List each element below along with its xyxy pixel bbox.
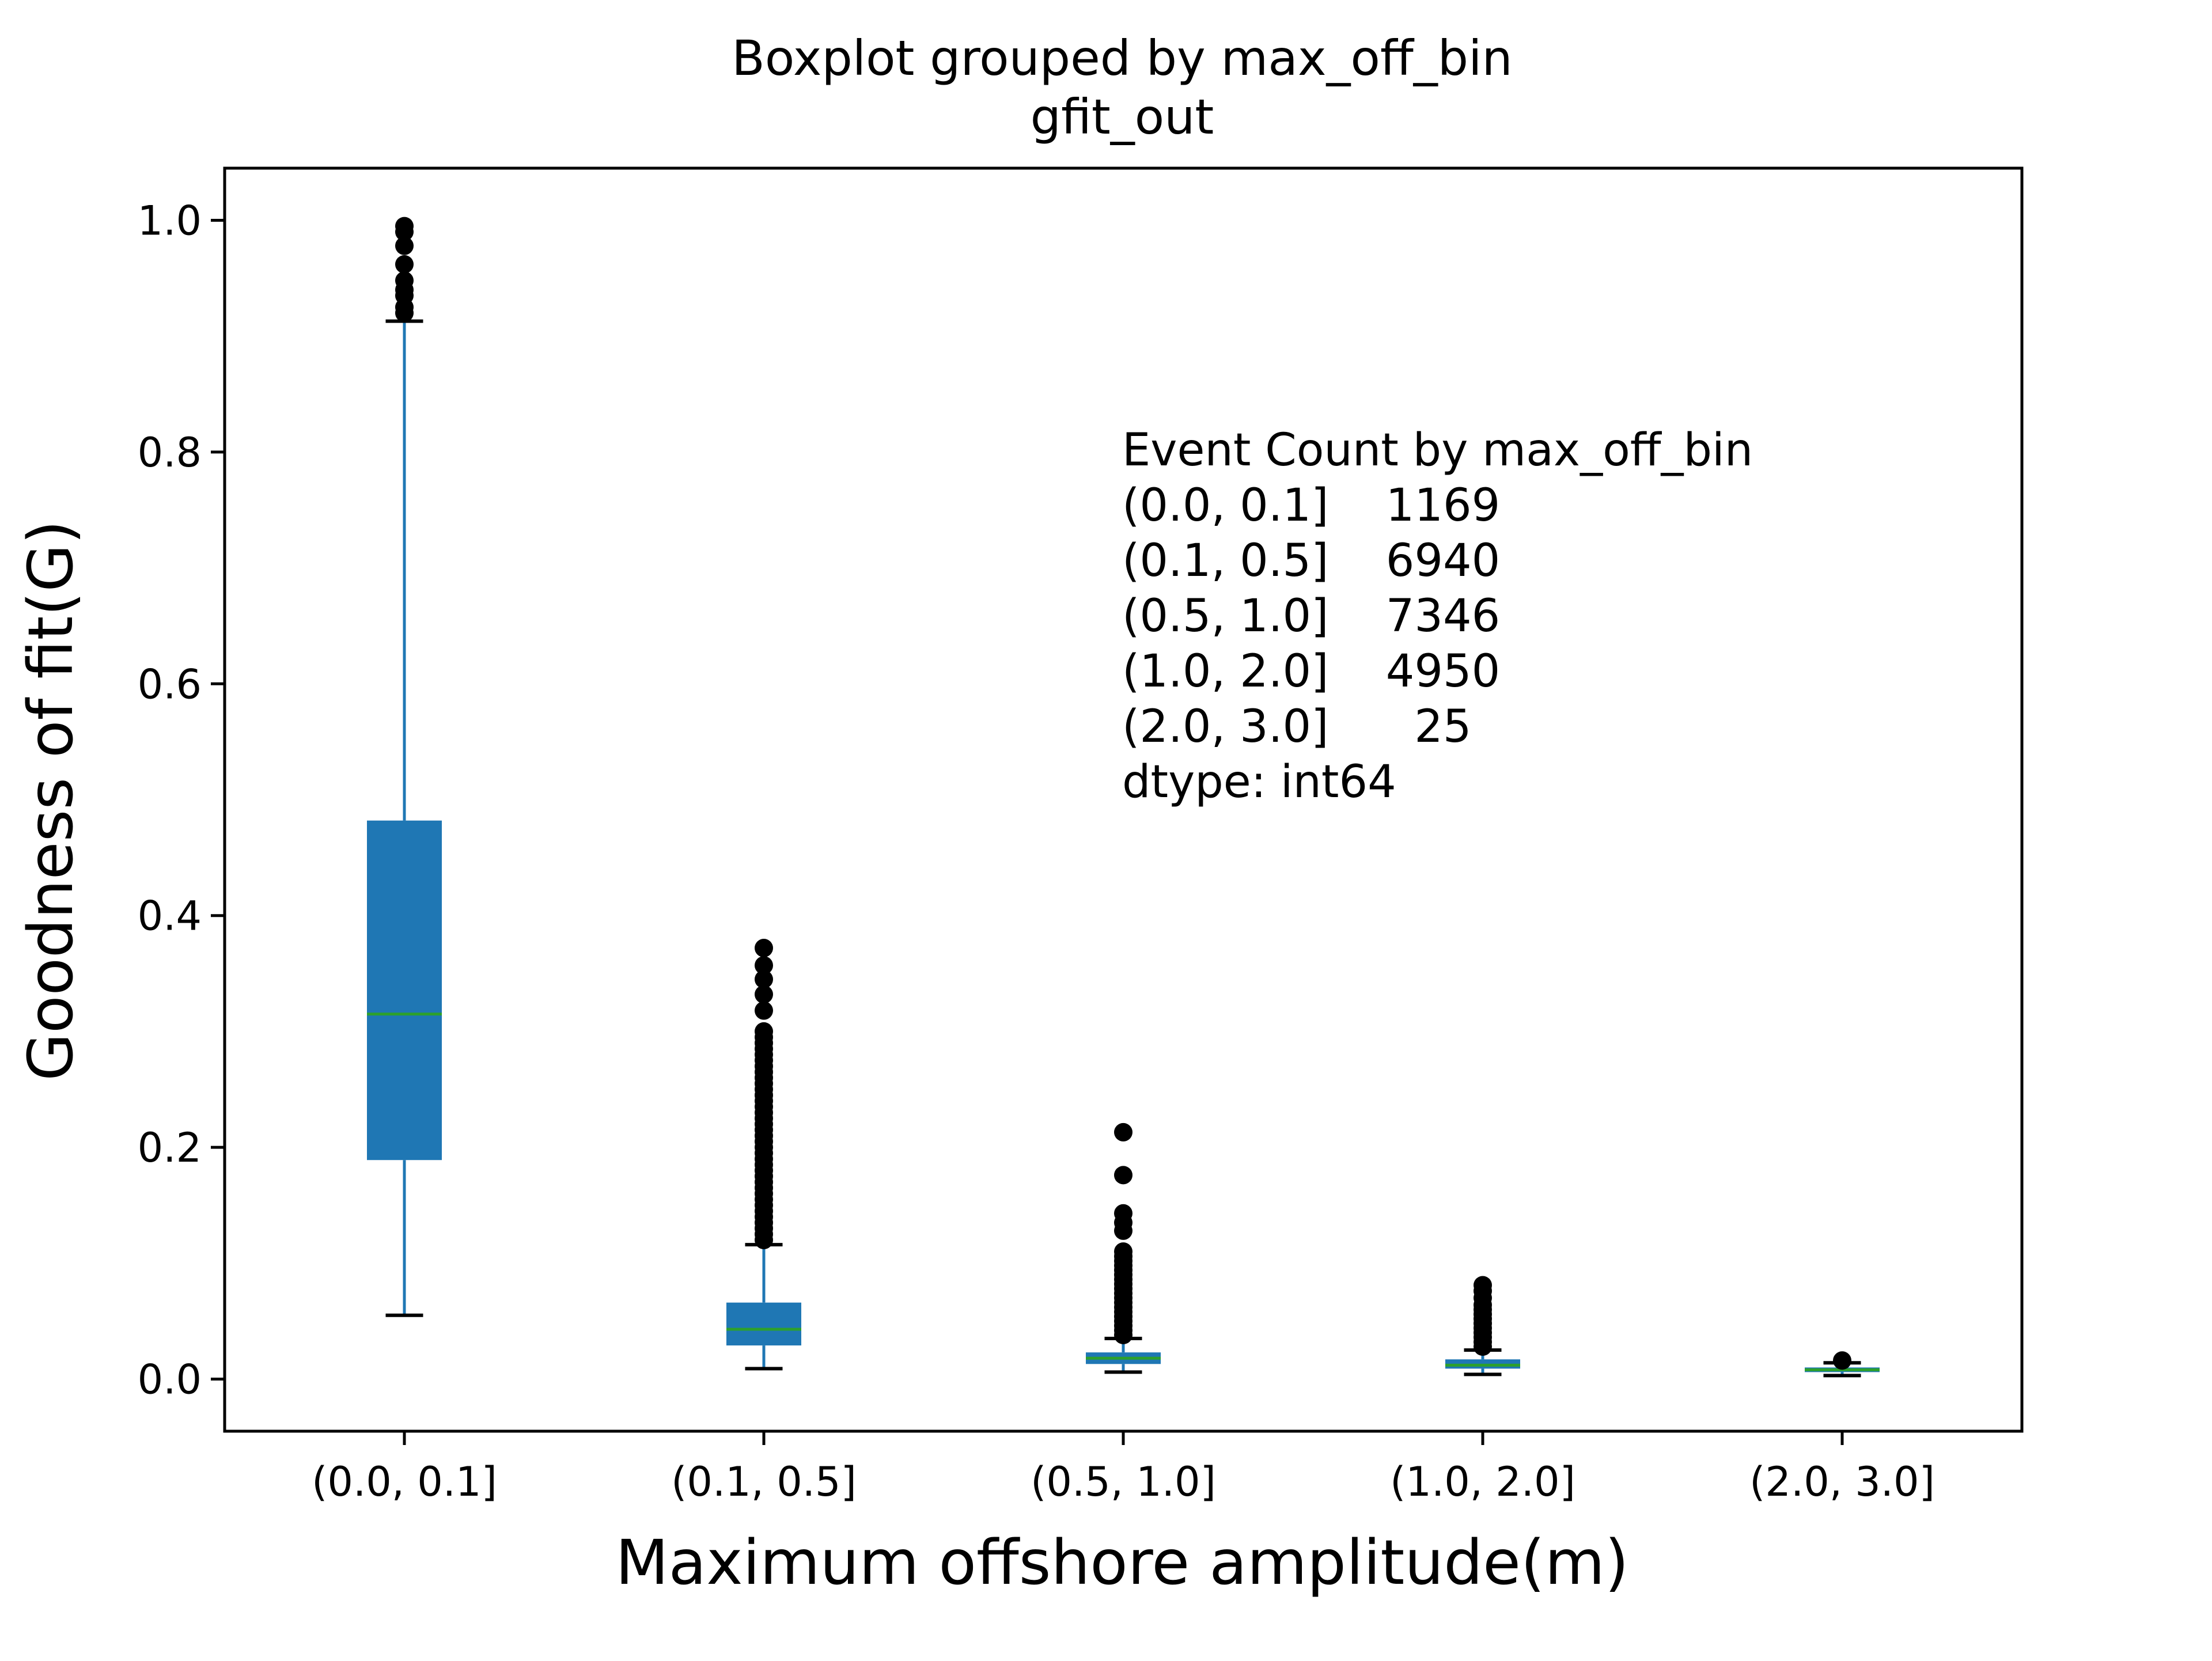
annotation-line: (0.5, 1.0] 7346 xyxy=(1122,590,1500,642)
outlier-point xyxy=(1114,1122,1132,1142)
y-tick-label: 0.2 xyxy=(138,1124,202,1171)
y-tick-label: 0.8 xyxy=(138,429,202,476)
event-count-annotation: Event Count by max_off_bin (0.0, 0.1] 116… xyxy=(1122,424,1753,808)
iqr-box xyxy=(367,820,442,1161)
outlier-point xyxy=(755,956,773,975)
x-tick-label: (2.0, 3.0] xyxy=(1749,1458,1935,1505)
outlier-point xyxy=(1114,1204,1132,1223)
annotation-line: Event Count by max_off_bin xyxy=(1122,424,1753,476)
annotation-line: (1.0, 2.0] 4950 xyxy=(1122,646,1500,697)
outlier-point xyxy=(1114,1166,1132,1185)
x-axis-title: Maximum offshore amplitude(m) xyxy=(615,1527,1628,1599)
x-tick-label: (0.5, 1.0] xyxy=(1031,1458,1216,1505)
outlier-point xyxy=(755,939,773,958)
outlier-point xyxy=(1474,1276,1492,1295)
y-axis-title: Goodness of fit(G) xyxy=(16,520,87,1081)
annotation-line: (0.1, 0.5] 6940 xyxy=(1122,535,1500,587)
y-tick-label: 0.0 xyxy=(138,1356,202,1403)
x-tick-label: (1.0, 2.0] xyxy=(1390,1458,1575,1505)
outlier-point xyxy=(755,1001,773,1020)
outlier-point xyxy=(755,985,773,1004)
outlier-point xyxy=(395,236,414,255)
annotation-line: dtype: int64 xyxy=(1122,756,1396,808)
axes-frame xyxy=(223,166,2024,1433)
outlier-point xyxy=(1833,1351,1851,1370)
y-tick-label: 1.0 xyxy=(138,198,202,245)
outlier-point xyxy=(755,1022,773,1041)
annotation-line: (2.0, 3.0] 25 xyxy=(1122,701,1472,753)
outlier-point xyxy=(395,255,414,274)
x-tick-label: (0.1, 0.5] xyxy=(671,1458,857,1505)
iqr-box xyxy=(726,1302,801,1346)
chart-subtitle: gfit_out xyxy=(1031,89,1214,145)
y-tick-label: 0.6 xyxy=(138,661,202,708)
outlier-point xyxy=(1114,1242,1132,1261)
annotation-line: (0.0, 0.1] 1169 xyxy=(1122,480,1500,532)
outlier-point xyxy=(395,271,414,290)
plot-area: 0.0 0.2 0.4 0.6 0.8 1.0 (0.0, 0.1] (0.1, 0.5] (0… xyxy=(138,166,2024,1505)
chart-title: Boxplot grouped by max_off_bin xyxy=(732,30,1512,86)
outlier-point xyxy=(755,970,773,989)
y-tick-label: 0.4 xyxy=(138,893,202,940)
outlier-point xyxy=(395,217,414,236)
x-tick-label: (0.0, 0.1] xyxy=(312,1458,497,1505)
